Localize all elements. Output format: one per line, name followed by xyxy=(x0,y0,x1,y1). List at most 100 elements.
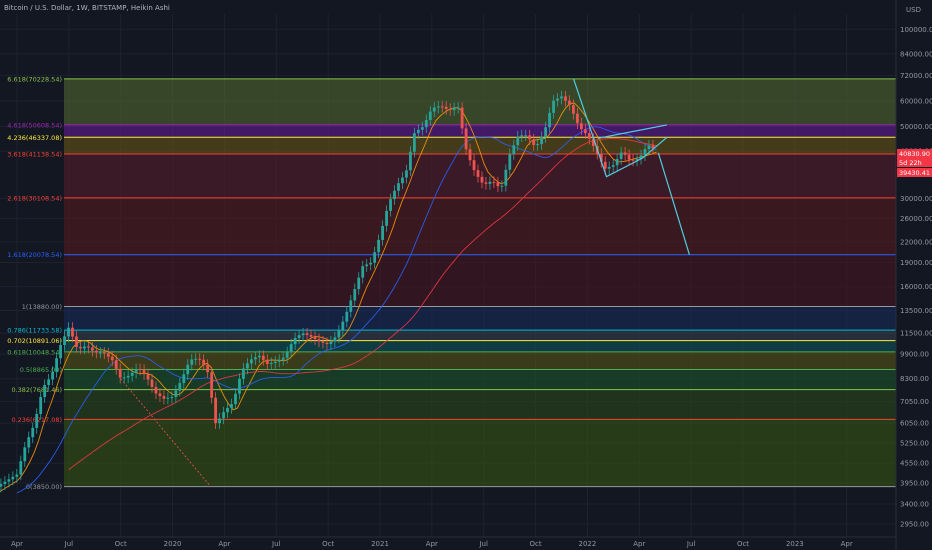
candle-body[interactable] xyxy=(579,123,583,130)
candle-body[interactable] xyxy=(468,149,472,161)
candle-body[interactable] xyxy=(269,363,273,365)
candle-body[interactable] xyxy=(253,357,257,360)
candle-body[interactable] xyxy=(488,181,492,184)
candle-body[interactable] xyxy=(397,183,400,191)
candle-body[interactable] xyxy=(122,377,126,379)
candle-body[interactable] xyxy=(516,136,520,146)
candle-body[interactable] xyxy=(393,190,396,200)
candle-body[interactable] xyxy=(528,135,532,140)
candle-body[interactable] xyxy=(166,397,170,399)
candle-body[interactable] xyxy=(639,155,643,159)
candle-body[interactable] xyxy=(75,336,78,348)
candle-body[interactable] xyxy=(261,355,265,360)
candle-body[interactable] xyxy=(591,138,595,147)
candle-body[interactable] xyxy=(206,364,210,373)
candle-body[interactable] xyxy=(464,128,468,150)
candle-body[interactable] xyxy=(317,339,321,342)
candle-body[interactable] xyxy=(162,396,166,399)
candle-body[interactable] xyxy=(325,342,329,345)
candle-body[interactable] xyxy=(540,136,544,145)
candle-body[interactable] xyxy=(277,359,281,362)
candle-body[interactable] xyxy=(249,359,253,364)
candle-body[interactable] xyxy=(94,350,98,353)
candle-body[interactable] xyxy=(568,100,571,106)
candle-body[interactable] xyxy=(51,371,55,380)
candle-body[interactable] xyxy=(389,199,392,211)
candle-body[interactable] xyxy=(154,386,158,394)
candle-body[interactable] xyxy=(385,210,388,226)
candle-body[interactable] xyxy=(150,379,154,387)
candle-body[interactable] xyxy=(512,145,516,155)
candle-body[interactable] xyxy=(432,107,436,112)
candle-body[interactable] xyxy=(556,98,559,101)
candle-body[interactable] xyxy=(35,413,39,428)
candle-body[interactable] xyxy=(194,358,198,360)
candle-body[interactable] xyxy=(202,359,206,365)
candle-body[interactable] xyxy=(341,321,345,331)
candle-body[interactable] xyxy=(146,374,150,380)
candle-body[interactable] xyxy=(456,107,460,109)
candle-body[interactable] xyxy=(198,358,202,360)
candle-body[interactable] xyxy=(118,368,122,378)
candle-body[interactable] xyxy=(409,151,412,171)
candle-body[interactable] xyxy=(607,166,611,169)
candle-body[interactable] xyxy=(178,383,182,391)
candle-body[interactable] xyxy=(19,461,23,475)
candle-body[interactable] xyxy=(651,145,655,149)
candle-body[interactable] xyxy=(552,100,555,113)
candle-body[interactable] xyxy=(106,353,110,357)
candle-body[interactable] xyxy=(587,133,591,139)
candle-body[interactable] xyxy=(186,364,190,375)
candle-body[interactable] xyxy=(635,158,639,161)
candle-body[interactable] xyxy=(412,133,416,152)
candle-body[interactable] xyxy=(576,113,579,124)
candle-body[interactable] xyxy=(98,352,102,354)
candle-body[interactable] xyxy=(361,266,365,278)
candle-body[interactable] xyxy=(246,363,249,369)
candle-body[interactable] xyxy=(504,169,508,186)
candle-body[interactable] xyxy=(281,357,285,360)
candle-body[interactable] xyxy=(623,152,627,155)
candle-body[interactable] xyxy=(63,336,66,345)
candle-body[interactable] xyxy=(480,176,484,183)
candle-body[interactable] xyxy=(381,225,384,240)
candle-body[interactable] xyxy=(242,368,245,379)
candle-body[interactable] xyxy=(71,327,74,337)
candle-body[interactable] xyxy=(226,407,229,413)
candle-body[interactable] xyxy=(134,369,138,373)
candle-body[interactable] xyxy=(86,346,90,348)
candle-body[interactable] xyxy=(357,277,361,290)
candle-body[interactable] xyxy=(472,160,476,171)
candle-body[interactable] xyxy=(31,427,35,438)
candle-body[interactable] xyxy=(210,372,214,398)
candle-body[interactable] xyxy=(222,412,225,419)
candle-body[interactable] xyxy=(3,481,7,485)
candle-body[interactable] xyxy=(444,106,448,110)
candle-body[interactable] xyxy=(572,105,575,114)
candle-body[interactable] xyxy=(544,127,547,137)
candle-body[interactable] xyxy=(377,239,381,253)
candle-body[interactable] xyxy=(170,396,174,398)
candle-body[interactable] xyxy=(627,154,631,160)
candle-body[interactable] xyxy=(126,375,130,378)
candle-body[interactable] xyxy=(43,385,47,398)
candle-body[interactable] xyxy=(214,397,218,424)
candle-body[interactable] xyxy=(234,393,237,405)
candle-body[interactable] xyxy=(603,161,607,169)
candle-body[interactable] xyxy=(59,344,62,359)
candle-body[interactable] xyxy=(47,379,51,386)
candle-body[interactable] xyxy=(289,344,293,353)
candle-body[interactable] xyxy=(440,106,444,108)
candle-body[interactable] xyxy=(293,338,297,345)
candle-body[interactable] xyxy=(349,300,353,312)
candle-body[interactable] xyxy=(114,360,118,369)
candle-body[interactable] xyxy=(496,182,500,187)
candle-body[interactable] xyxy=(564,96,567,101)
candle-body[interactable] xyxy=(265,359,269,364)
candle-body[interactable] xyxy=(560,96,563,99)
candle-body[interactable] xyxy=(90,347,94,351)
candle-body[interactable] xyxy=(508,154,512,170)
candle-body[interactable] xyxy=(15,474,19,477)
candle-body[interactable] xyxy=(536,144,540,146)
